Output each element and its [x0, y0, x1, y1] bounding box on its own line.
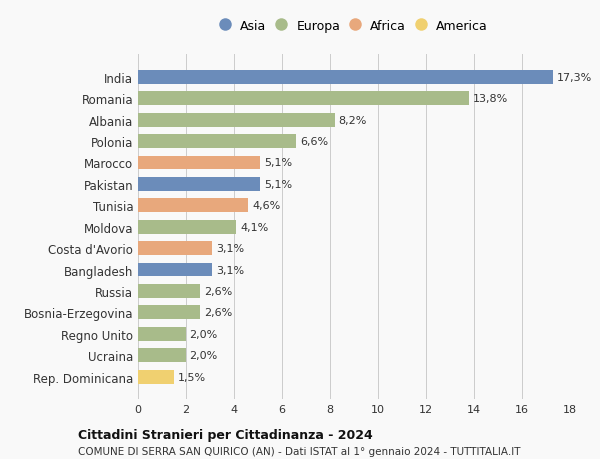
Text: 6,6%: 6,6% [300, 137, 328, 147]
Text: 3,1%: 3,1% [216, 265, 244, 275]
Text: 5,1%: 5,1% [264, 158, 292, 168]
Text: 5,1%: 5,1% [264, 179, 292, 190]
Text: 4,1%: 4,1% [240, 222, 268, 232]
Text: 4,6%: 4,6% [252, 201, 280, 211]
Text: 2,6%: 2,6% [204, 286, 232, 296]
Text: 3,1%: 3,1% [216, 244, 244, 253]
Bar [138, 178, 260, 191]
Legend: Asia, Europa, Africa, America: Asia, Europa, Africa, America [217, 17, 491, 37]
Bar [138, 327, 186, 341]
Bar [138, 370, 174, 384]
Text: 2,0%: 2,0% [190, 350, 218, 360]
Bar [138, 348, 186, 362]
Text: 8,2%: 8,2% [338, 115, 367, 125]
Text: 2,0%: 2,0% [190, 329, 218, 339]
Text: 1,5%: 1,5% [178, 372, 206, 382]
Text: 13,8%: 13,8% [473, 94, 508, 104]
Bar [138, 156, 260, 170]
Bar [138, 135, 296, 149]
Text: COMUNE DI SERRA SAN QUIRICO (AN) - Dati ISTAT al 1° gennaio 2024 - TUTTITALIA.IT: COMUNE DI SERRA SAN QUIRICO (AN) - Dati … [78, 447, 521, 456]
Bar [138, 263, 212, 277]
Text: 2,6%: 2,6% [204, 308, 232, 318]
Bar [138, 220, 236, 234]
Bar [138, 199, 248, 213]
Text: 17,3%: 17,3% [557, 73, 592, 83]
Bar [138, 284, 200, 298]
Bar [138, 92, 469, 106]
Bar [138, 113, 335, 127]
Bar [138, 306, 200, 319]
Bar [138, 71, 553, 84]
Bar [138, 241, 212, 256]
Text: Cittadini Stranieri per Cittadinanza - 2024: Cittadini Stranieri per Cittadinanza - 2… [78, 428, 373, 442]
